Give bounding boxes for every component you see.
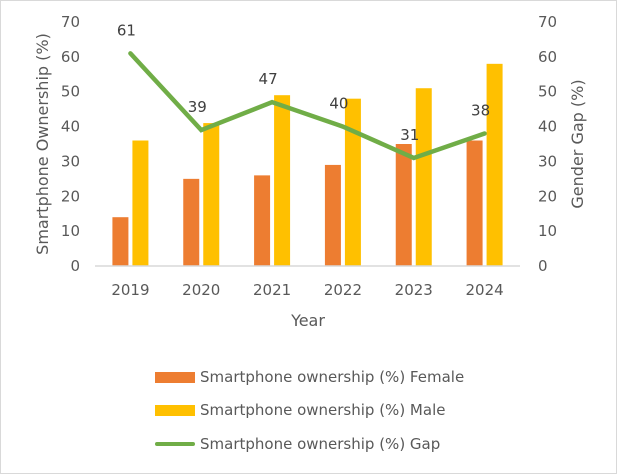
bar-female-2024: [466, 140, 483, 266]
bar-female-2022: [324, 164, 341, 266]
y2-tick-label: 20: [538, 187, 557, 205]
x-axis-title: Year: [290, 311, 325, 330]
x-tick-label: 2019: [111, 281, 149, 299]
gap-data-label: 47: [259, 70, 278, 88]
y2-tick-label: 60: [538, 48, 557, 66]
x-tick-label: 2022: [324, 281, 362, 299]
x-tick-label: 2023: [395, 281, 433, 299]
y-tick-label: 10: [61, 222, 80, 240]
x-tick-label: 2024: [465, 281, 503, 299]
y2-tick-label: 0: [538, 257, 548, 275]
gap-line: [128, 51, 487, 161]
y2-tick-label: 10: [538, 222, 557, 240]
legend-label-gap: Smartphone ownership (%) Gap: [200, 435, 441, 453]
y-tick-label: 40: [61, 118, 80, 136]
bar-male-2024: [486, 63, 503, 267]
legend-swatch-male: [155, 405, 195, 416]
x-tick-label: 2021: [253, 281, 291, 299]
y2-tick-label: 50: [538, 83, 557, 101]
bar-male-2021: [274, 95, 291, 266]
bar-male-2019: [132, 140, 149, 266]
y-tick-label: 0: [70, 257, 80, 275]
y-tick-label: 30: [61, 152, 80, 170]
gap-data-label: 39: [188, 98, 207, 116]
bar-female-2021: [254, 175, 271, 266]
legend-label-male: Smartphone ownership (%) Male: [200, 401, 446, 419]
bar-female-2020: [183, 178, 200, 266]
gap-data-label: 31: [400, 126, 419, 144]
y-tick-label: 20: [61, 187, 80, 205]
y-axis-title: Smartphone Ownership (%): [33, 33, 52, 255]
legend-swatch-gap: [155, 442, 195, 446]
legend-label-female: Smartphone ownership (%) Female: [200, 368, 465, 386]
y2-tick-label: 30: [538, 152, 557, 170]
x-tick-label: 2020: [182, 281, 220, 299]
y2-tick-label: 40: [538, 118, 557, 136]
bar-female-2023: [395, 144, 412, 266]
y2-axis-title: Gender Gap (%): [568, 79, 587, 208]
legend-swatch-female: [155, 372, 195, 383]
gap-data-label: 61: [117, 21, 136, 39]
gap-data-label: 40: [329, 95, 348, 113]
y-tick-label: 70: [61, 13, 80, 31]
bar-female-2019: [112, 217, 129, 266]
bar-male-2023: [415, 88, 432, 266]
y-tick-label: 50: [61, 83, 80, 101]
bar-male-2020: [203, 123, 220, 266]
y-tick-label: 60: [61, 48, 80, 66]
gap-data-label: 38: [471, 102, 490, 120]
bar-male-2022: [344, 98, 361, 266]
y2-tick-label: 70: [538, 13, 557, 31]
